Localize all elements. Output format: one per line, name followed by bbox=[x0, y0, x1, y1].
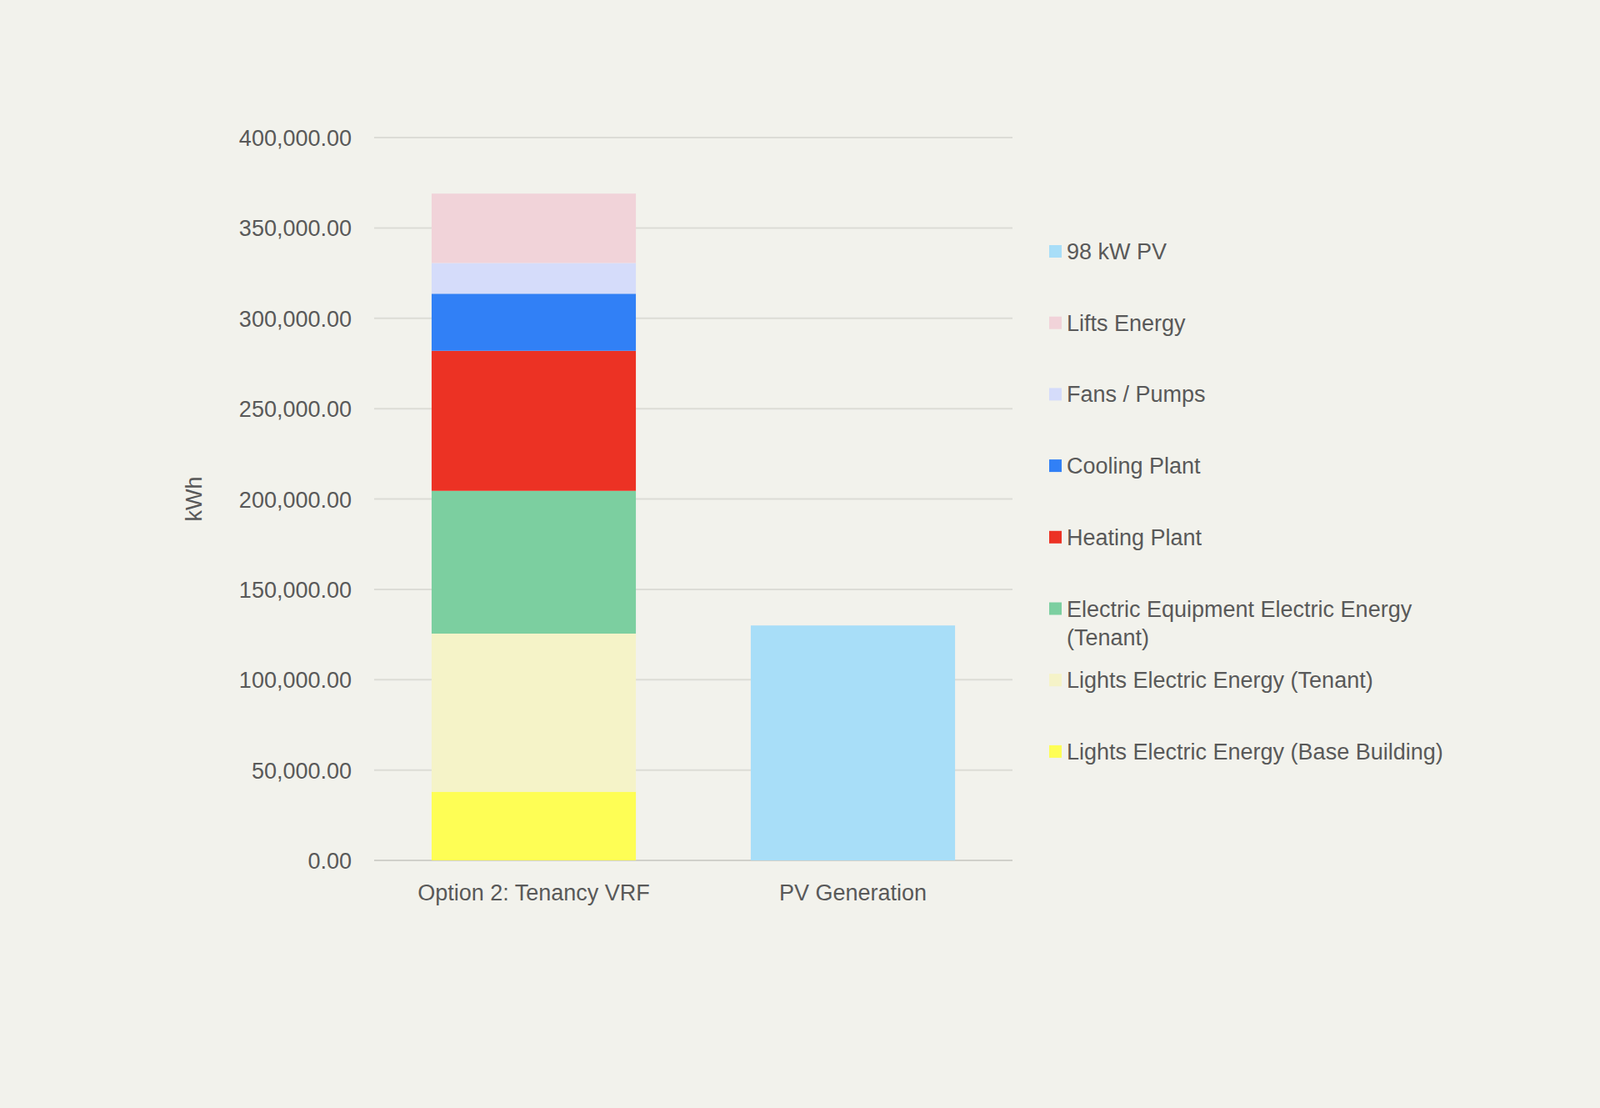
legend-swatch bbox=[1049, 459, 1062, 472]
category-label: PV Generation bbox=[779, 880, 927, 905]
legend-label: Lifts Energy bbox=[1066, 310, 1186, 336]
legend-label: Cooling Plant bbox=[1066, 453, 1201, 479]
legend-swatch bbox=[1049, 602, 1062, 615]
axis-title: kWh bbox=[181, 476, 207, 522]
tick-label: 250,000.00 bbox=[239, 396, 352, 422]
background bbox=[0, 0, 1600, 1108]
legend-swatch bbox=[1049, 387, 1062, 400]
bar-segment bbox=[431, 791, 636, 860]
category-label: Option 2: Tenancy VRF bbox=[417, 880, 650, 905]
legend-label: Lights Electric Energy (Base Building) bbox=[1066, 739, 1444, 765]
bar-segment bbox=[431, 350, 636, 491]
legend-swatch bbox=[1049, 316, 1062, 330]
tick-label: 150,000.00 bbox=[239, 577, 352, 603]
legend-swatch bbox=[1049, 673, 1062, 686]
tick-label: 50,000.00 bbox=[251, 758, 352, 784]
bar-segment bbox=[431, 293, 636, 350]
bar-segment bbox=[431, 490, 636, 634]
grid-line bbox=[374, 136, 1013, 139]
legend: 98 kW PV Lifts Energy Fans / Pumps Cooling … bbox=[1049, 239, 1444, 765]
legend-swatch bbox=[1049, 745, 1062, 758]
legend-label: Heating Plant bbox=[1066, 525, 1203, 550]
legend-swatch bbox=[1049, 245, 1062, 258]
legend-label: Electric Equipment Electric Energy(Tenan… bbox=[1066, 596, 1413, 650]
tick-label: 350,000.00 bbox=[239, 215, 352, 241]
legend-swatch bbox=[1049, 530, 1062, 544]
legend-label: Lights Electric Energy (Tenant) bbox=[1066, 667, 1374, 693]
bar-segment bbox=[431, 262, 636, 294]
tick-label: 300,000.00 bbox=[239, 306, 352, 332]
tick-label: 0.00 bbox=[307, 848, 352, 874]
grid bbox=[374, 137, 1013, 860]
chart: 0.00 50,000.00 100,000.00 150,000.00 200,000… bbox=[0, 0, 1600, 1108]
tick-label: 400,000.00 bbox=[239, 125, 352, 151]
legend-label: 98 kW PV bbox=[1066, 239, 1167, 265]
tick-label: 100,000.00 bbox=[239, 667, 352, 693]
bar-segment bbox=[750, 625, 955, 860]
bars bbox=[431, 193, 955, 860]
legend-label: Fans / Pumps bbox=[1066, 381, 1206, 407]
tick-label: 200,000.00 bbox=[239, 487, 352, 513]
bar-segment bbox=[431, 193, 636, 263]
bar-segment bbox=[431, 633, 636, 792]
